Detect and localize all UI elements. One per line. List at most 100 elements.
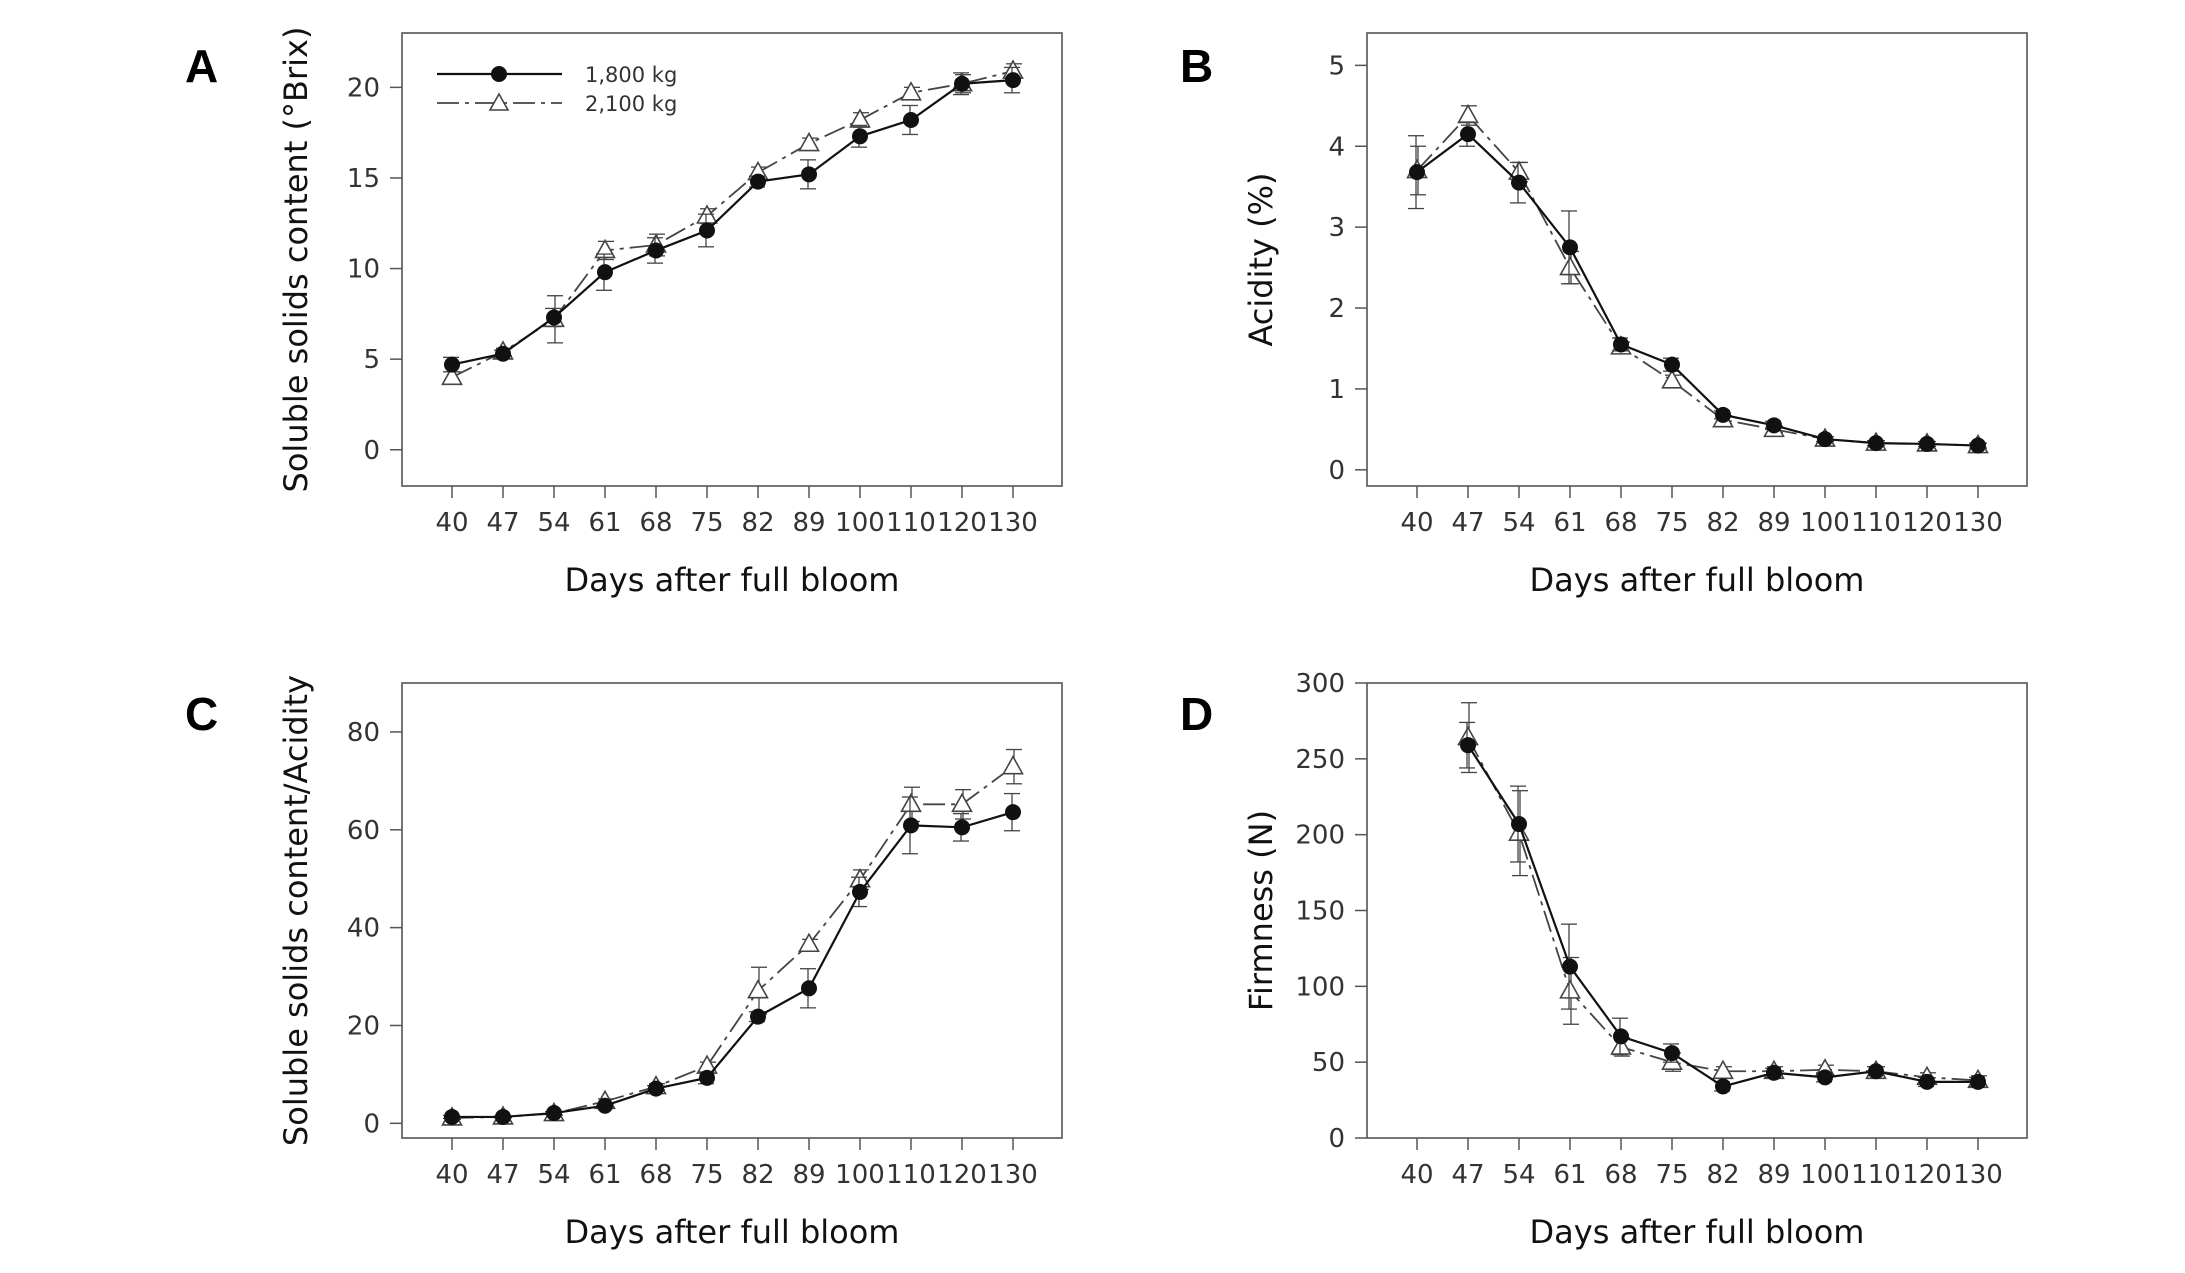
panel-a-y-tick-label: 10 [347, 255, 380, 285]
panel-b-series-1800-line [1416, 132, 1979, 447]
panel-b-series-1800-point [1766, 417, 1782, 434]
panel-c-x-tick-label: 82 [741, 1160, 774, 1190]
panel-a-series-1800-point [750, 173, 766, 190]
panel-b-series-1800-point [1664, 356, 1680, 373]
panel-d-series-1800-point [1766, 1064, 1782, 1081]
panel-d-x-tick-label: 89 [1757, 1160, 1790, 1190]
panel-a-series-1800-point [954, 75, 970, 92]
panel-d-x-tick-label: 75 [1655, 1160, 1688, 1190]
panel-d-y-tick-label: 200 [1295, 821, 1345, 851]
panel-c-series-2100-point [900, 792, 922, 813]
panel-a-x-tick-label: 100 [835, 508, 885, 538]
panel-d-x-axis-title: Days after full bloom [1530, 1213, 1865, 1251]
panel-a-series-1800-point [597, 264, 613, 281]
panel-d-series-1800-point [1715, 1078, 1731, 1095]
panel-b-x-tick-label: 110 [1851, 508, 1901, 538]
panel-a-x-axis-title: Days after full bloom [565, 561, 900, 599]
panel-a-x-tick-label: 68 [639, 508, 672, 538]
panel-b-x-tick-label: 100 [1800, 508, 1850, 538]
legend-marker-2100 [488, 92, 510, 111]
panel-a-series-2100-point [849, 108, 871, 128]
panel-d-series-1800-line [1467, 744, 1978, 1088]
panel-c-x-tick-label: 89 [792, 1160, 825, 1190]
panel-a-series-2100-point [594, 238, 616, 259]
panel-b-x-tick-label: 120 [1902, 508, 1952, 538]
panel-a-series-1800-point [903, 111, 919, 128]
panel-d-y-tick-label: 150 [1295, 897, 1345, 927]
panel-c-y-tick-label: 0 [363, 1109, 380, 1139]
panel-a-x-tick-label: 75 [690, 508, 723, 538]
panel-c-series-1800-point [750, 1008, 766, 1025]
panel-d-x-tick-label: 82 [1706, 1160, 1739, 1190]
panel-d-x-tick-label: 40 [1400, 1160, 1433, 1190]
panel-c-y-tick-label: 80 [347, 718, 380, 748]
panel-d-y-tick-label: 250 [1295, 745, 1345, 775]
panel-b-x-tick-label: 61 [1553, 508, 1586, 538]
panel-b-plot-frame [1366, 32, 2028, 487]
panel-b-x-tick-label: 40 [1400, 508, 1433, 538]
panel-letter-b: B [1180, 40, 1213, 92]
panel-d-x-tick-label: 47 [1451, 1160, 1484, 1190]
panel-a-x-tick-label: 89 [792, 508, 825, 538]
panel-c-series-2100-point [951, 792, 973, 813]
panel-d-series-1800-point [1460, 737, 1476, 754]
panel-d-series-1800-point [1613, 1028, 1629, 1045]
panel-b-series-2100-line [1416, 114, 1979, 447]
panel-b-x-tick-label: 47 [1451, 508, 1484, 538]
panel-d-x-tick-label: 100 [1800, 1160, 1850, 1190]
panel-a-series-1800-point [495, 345, 511, 362]
panel-c-series-2100-point [798, 932, 820, 953]
legend-label-1800: 1,800 kg [585, 63, 677, 87]
panel-a-series-2100-point [441, 365, 463, 386]
panel-b-x-tick-label: 130 [1953, 508, 2003, 538]
panel-a-y-tick-label: 0 [363, 436, 380, 466]
legend-label-2100: 2,100 kg [585, 92, 677, 116]
panel-b-y-tick-label: 0 [1328, 456, 1345, 486]
panel-c-x-tick-label: 75 [690, 1160, 723, 1190]
panel-a-x-tick-label: 54 [537, 508, 570, 538]
panel-d-series-1800-point [1511, 816, 1527, 833]
panel-d-series-2100-point [1712, 1059, 1734, 1080]
panel-c-y-tick-label: 60 [347, 816, 380, 846]
panel-d-x-tick-label: 54 [1502, 1160, 1535, 1190]
chart-panel-a: 0 5 10 15 20 40 47 54 61 68 75 82 89 100 110 120 130 Days… [277, 27, 1063, 599]
panel-b-x-axis-title: Days after full bloom [1530, 561, 1865, 599]
panel-c-x-tick-label: 130 [988, 1160, 1038, 1190]
panel-b-series-1800-point [1460, 126, 1476, 143]
panel-b-x-tick-label: 54 [1502, 508, 1535, 538]
panel-a-series-1800-point [546, 309, 562, 326]
panel-c-x-tick-label: 68 [639, 1160, 672, 1190]
panel-b-series-1800-point [1919, 435, 1935, 452]
panel-c-series-1800-point [1005, 804, 1021, 821]
panel-c-x-axis-title: Days after full bloom [565, 1213, 900, 1251]
panel-a-y-axis-title: Soluble solids content (°Brix) [277, 27, 315, 493]
panel-d-series-1800-point [1919, 1073, 1935, 1090]
panel-d-x-tick-label: 110 [1851, 1160, 1901, 1190]
panel-a-x-tick-label: 61 [588, 508, 621, 538]
panel-a-series-2100-point [798, 131, 820, 152]
panel-c-x-tick-label: 61 [588, 1160, 621, 1190]
panel-b-series-2100-point [1559, 255, 1581, 276]
panel-c-x-tick-label: 120 [937, 1160, 987, 1190]
panel-c-x-tick-label: 40 [435, 1160, 468, 1190]
panel-c-plot-frame [401, 682, 1063, 1139]
panel-c-series-2100-point [1002, 755, 1024, 775]
panel-a-series-1800-point [1005, 72, 1021, 89]
panel-c-series-1800-line [452, 811, 1014, 1119]
panel-b-series-1800-point [1562, 239, 1578, 256]
panel-d-y-tick-label: 100 [1295, 972, 1345, 1002]
panel-d-x-tick-label: 68 [1604, 1160, 1637, 1190]
panel-a-x-tick-label: 40 [435, 508, 468, 538]
panel-c-y-axis-title: Soluble solids content/Acidity [277, 675, 315, 1146]
panel-b-y-axis-title: Acidity (%) [1242, 172, 1280, 346]
panel-d-series-2100-line [1467, 737, 1979, 1082]
panel-letter-d: D [1180, 688, 1213, 740]
panel-a-x-tick-label: 120 [937, 508, 987, 538]
panel-d-series-1800-point [1664, 1045, 1680, 1062]
panel-b-x-tick-label: 75 [1655, 508, 1688, 538]
panel-b-x-tick-label: 68 [1604, 508, 1637, 538]
panel-b-series-2100-point [1661, 369, 1683, 389]
panel-b-x-tick-label: 89 [1757, 508, 1790, 538]
panel-c-series-1800-point [903, 817, 919, 834]
